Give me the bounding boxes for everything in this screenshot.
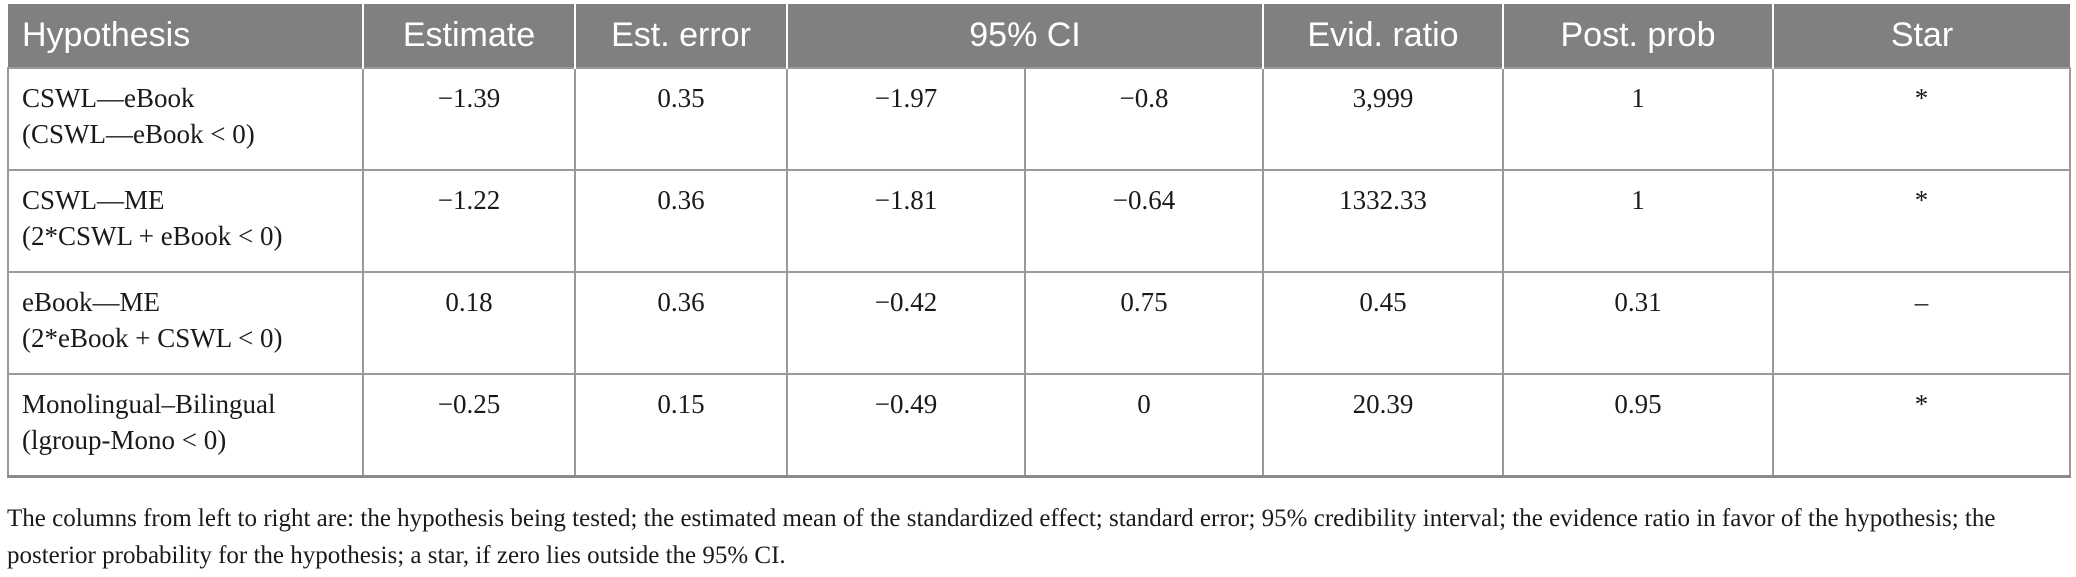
cell-star: * <box>1772 67 2071 171</box>
cell-post-prob: 0.95 <box>1502 373 1773 478</box>
cell-ci-high: −0.8 <box>1024 67 1263 171</box>
table-row: CSWL—ME (2*CSWL + eBook < 0) −1.22 0.36 … <box>7 169 2071 273</box>
header-hypothesis: Hypothesis <box>8 4 363 68</box>
cell-est-error: 0.35 <box>574 67 787 171</box>
hypothesis-formula: (CSWL—eBook < 0) <box>22 119 255 149</box>
header-95-ci: 95% CI <box>786 4 1263 68</box>
cell-star: – <box>1772 271 2071 375</box>
cell-post-prob: 0.31 <box>1502 271 1773 375</box>
hypothesis-results-table: Hypothesis Estimate Est. error 95% CI Ev… <box>7 4 2071 478</box>
hypothesis-name: CSWL—eBook <box>22 83 195 113</box>
cell-evid-ratio: 3,999 <box>1262 67 1503 171</box>
header-post-prob: Post. prob <box>1502 4 1773 68</box>
table-row: Monolingual–Bilingual (lgroup-Mono < 0) … <box>7 373 2071 478</box>
cell-evid-ratio: 0.45 <box>1262 271 1503 375</box>
cell-post-prob: 1 <box>1502 169 1773 273</box>
cell-hypothesis: Monolingual–Bilingual (lgroup-Mono < 0) <box>7 373 363 478</box>
hypothesis-name: CSWL—ME <box>22 185 165 215</box>
hypothesis-formula: (2*eBook + CSWL < 0) <box>22 323 283 353</box>
cell-hypothesis: CSWL—eBook (CSWL—eBook < 0) <box>7 67 363 171</box>
header-star: Star <box>1772 4 2070 68</box>
cell-hypothesis: eBook—ME (2*eBook + CSWL < 0) <box>7 271 363 375</box>
hypothesis-formula: (2*CSWL + eBook < 0) <box>22 221 283 251</box>
header-evid-ratio: Evid. ratio <box>1262 4 1503 68</box>
cell-est-error: 0.15 <box>574 373 787 478</box>
hypothesis-name: Monolingual–Bilingual <box>22 389 276 419</box>
cell-hypothesis: CSWL—ME (2*CSWL + eBook < 0) <box>7 169 363 273</box>
cell-estimate: −1.39 <box>362 67 575 171</box>
cell-estimate: −0.25 <box>362 373 575 478</box>
cell-ci-low: −1.97 <box>786 67 1025 171</box>
table-footnote: The columns from left to right are: the … <box>7 505 1996 569</box>
hypothesis-formula: (lgroup-Mono < 0) <box>22 425 227 455</box>
cell-ci-high: −0.64 <box>1024 169 1263 273</box>
cell-est-error: 0.36 <box>574 169 787 273</box>
table-row: eBook—ME (2*eBook + CSWL < 0) 0.18 0.36 … <box>7 271 2071 375</box>
header-est-error: Est. error <box>574 4 787 68</box>
cell-est-error: 0.36 <box>574 271 787 375</box>
header-estimate: Estimate <box>362 4 575 68</box>
results-table-container: Hypothesis Estimate Est. error 95% CI Ev… <box>7 4 2071 478</box>
cell-ci-low: −1.81 <box>786 169 1025 273</box>
table-row: CSWL—eBook (CSWL—eBook < 0) −1.39 0.35 −… <box>7 67 2071 171</box>
cell-ci-high: 0.75 <box>1024 271 1263 375</box>
hypothesis-name: eBook—ME <box>22 287 160 317</box>
cell-ci-low: −0.42 <box>786 271 1025 375</box>
cell-estimate: −1.22 <box>362 169 575 273</box>
cell-star: * <box>1772 169 2071 273</box>
cell-evid-ratio: 1332.33 <box>1262 169 1503 273</box>
cell-ci-low: −0.49 <box>786 373 1025 478</box>
cell-star: * <box>1772 373 2071 478</box>
cell-ci-high: 0 <box>1024 373 1263 478</box>
cell-evid-ratio: 20.39 <box>1262 373 1503 478</box>
cell-post-prob: 1 <box>1502 67 1773 171</box>
table-header-row: Hypothesis Estimate Est. error 95% CI Ev… <box>8 4 2070 68</box>
cell-estimate: 0.18 <box>362 271 575 375</box>
